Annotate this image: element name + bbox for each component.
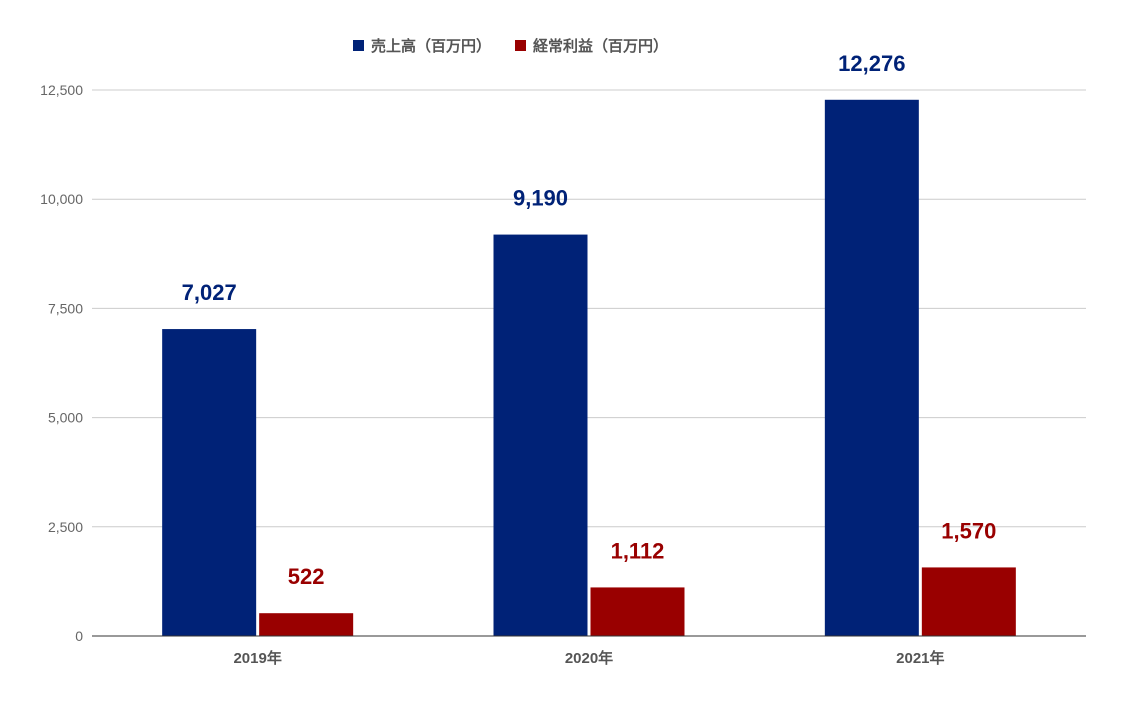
bars <box>162 99 1016 637</box>
legend-label: 売上高（百万円） <box>371 37 491 55</box>
y-tick-label: 2,500 <box>48 519 83 535</box>
data-labels: 7,027 522 9,190 1,112 12,276 1,570 <box>182 51 997 589</box>
y-axis: 0 2,500 5,000 7,500 10,000 12,500 <box>40 82 83 644</box>
bar-sales <box>162 329 257 636</box>
x-axis: 2019年 2020年 2021年 <box>92 635 1086 667</box>
bar-ordinary-profit <box>259 613 354 636</box>
data-label: 1,570 <box>941 518 996 543</box>
bar-sales <box>493 234 588 636</box>
x-tick-label: 2021年 <box>896 649 944 667</box>
y-tick-label: 5,000 <box>48 410 83 426</box>
data-label: 7,027 <box>182 280 237 305</box>
bar-ordinary-profit <box>921 567 1016 636</box>
data-label: 522 <box>288 564 325 589</box>
bar-sales <box>824 99 919 637</box>
y-tick-label: 7,500 <box>48 300 83 316</box>
y-tick-label: 0 <box>75 628 83 644</box>
bar-ordinary-profit <box>590 587 685 636</box>
data-label: 9,190 <box>513 186 568 211</box>
data-label: 1,112 <box>611 538 665 563</box>
gridlines <box>92 89 1086 528</box>
legend-swatch <box>515 40 526 51</box>
legend-label: 経常利益（百万円） <box>533 37 668 55</box>
x-tick-label: 2019年 <box>233 649 281 667</box>
legend: 売上高（百万円） 経常利益（百万円） <box>353 37 668 55</box>
y-tick-label: 10,000 <box>40 191 83 207</box>
data-label: 12,276 <box>838 51 905 76</box>
x-tick-label: 2020年 <box>565 649 613 667</box>
y-tick-label: 12,500 <box>40 82 83 98</box>
legend-swatch <box>353 40 364 51</box>
